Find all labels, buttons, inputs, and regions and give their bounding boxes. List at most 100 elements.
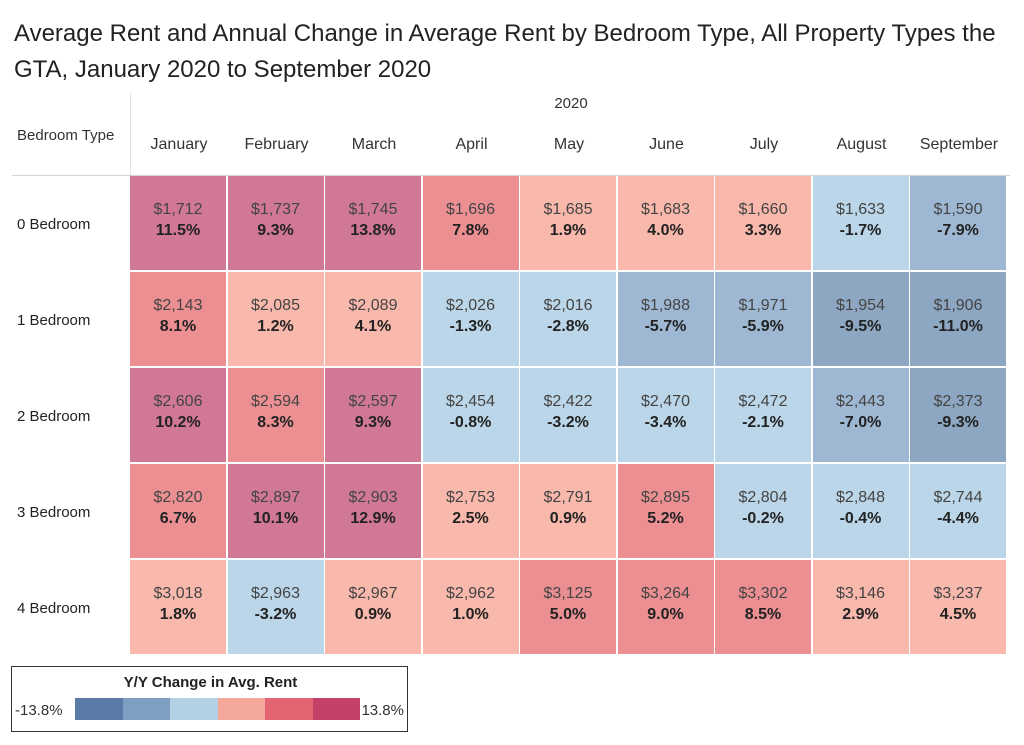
cell-rent-value: $2,753 bbox=[446, 489, 495, 506]
cell-rent-value: $2,016 bbox=[543, 297, 593, 314]
legend-max-label: 13.8% bbox=[361, 702, 404, 719]
heatmap-cell: $3,125 5.0% bbox=[520, 560, 617, 655]
cell-change-value: -9.5% bbox=[839, 318, 882, 335]
cell-rent-value: $2,895 bbox=[641, 489, 690, 506]
header-rule bbox=[12, 175, 1010, 176]
legend-swatch bbox=[265, 698, 313, 720]
cell-rent-value: $1,685 bbox=[543, 201, 593, 218]
cell-change-value: -0.8% bbox=[449, 414, 492, 431]
cell-change-value: 4.5% bbox=[939, 606, 977, 623]
cell-change-value: -4.4% bbox=[937, 510, 979, 527]
cell-change-value: -0.4% bbox=[839, 510, 882, 527]
cell-rent-value: $2,472 bbox=[738, 393, 788, 410]
cell-rent-value: $3,264 bbox=[641, 585, 690, 602]
cell-rent-value: $2,470 bbox=[641, 393, 690, 410]
cell-rent-value: $2,804 bbox=[738, 489, 788, 506]
cell-change-value: -7.9% bbox=[937, 222, 979, 239]
column-header-january: January bbox=[150, 136, 208, 153]
heatmap-cell: $1,633 -1.7% bbox=[812, 176, 910, 271]
heatmap-cell: $1,906 -11.0% bbox=[910, 272, 1007, 367]
cell-rent-value: $1,971 bbox=[738, 297, 788, 314]
cell-rent-value: $2,143 bbox=[153, 297, 203, 314]
legend-swatch bbox=[312, 698, 360, 720]
heatmap-cell: $2,848 -0.4% bbox=[812, 464, 910, 559]
heatmap-cell: $1,660 3.3% bbox=[715, 176, 812, 271]
heatmap-cell: $2,791 0.9% bbox=[520, 464, 617, 559]
cell-rent-value: $1,590 bbox=[933, 201, 983, 218]
cell-change-value: 1.9% bbox=[549, 222, 587, 239]
cell-rent-value: $1,712 bbox=[153, 201, 203, 218]
cell-change-value: 12.9% bbox=[350, 510, 396, 527]
heatmap-cell: $3,264 9.0% bbox=[617, 560, 715, 655]
cell-change-value: -5.7% bbox=[644, 318, 687, 335]
heatmap-cell: $2,804 -0.2% bbox=[715, 464, 812, 559]
heatmap-cell: $2,454 -0.8% bbox=[422, 368, 520, 463]
heatmap-cell: $1,683 4.0% bbox=[617, 176, 715, 271]
cell-change-value: 8.1% bbox=[159, 318, 197, 335]
cell-rent-value: $1,954 bbox=[836, 297, 885, 314]
cell-rent-value: $2,962 bbox=[446, 585, 495, 602]
cell-change-value: 8.5% bbox=[744, 606, 782, 623]
heatmap-cell: $2,143 8.1% bbox=[130, 272, 227, 367]
cell-change-value: -11.0% bbox=[933, 318, 983, 335]
legend-swatch bbox=[122, 698, 170, 720]
heatmap-cell: $2,967 0.9% bbox=[325, 560, 422, 655]
cell-rent-value: $2,744 bbox=[933, 489, 983, 506]
heatmap-cell: $2,962 1.0% bbox=[422, 560, 520, 655]
cell-rent-value: $2,089 bbox=[348, 297, 398, 314]
row-label: 1 Bedroom bbox=[17, 312, 91, 329]
cell-change-value: 4.0% bbox=[647, 222, 684, 239]
column-group-header: 2020 bbox=[554, 95, 588, 112]
cell-change-value: -2.1% bbox=[742, 414, 784, 431]
heatmap-cell: $2,606 10.2% bbox=[130, 368, 227, 463]
legend-title: Y/Y Change in Avg. Rent bbox=[123, 674, 298, 691]
heatmap-cell: $2,472 -2.1% bbox=[715, 368, 812, 463]
heatmap-cell: $2,016 -2.8% bbox=[520, 272, 617, 367]
legend-swatch bbox=[170, 698, 218, 720]
cell-change-value: 2.9% bbox=[842, 606, 879, 623]
column-header-august: August bbox=[836, 136, 887, 153]
cell-rent-value: $3,125 bbox=[543, 585, 593, 602]
heatmap-cell: $2,470 -3.4% bbox=[617, 368, 715, 463]
heatmap-cell: $2,373 -9.3% bbox=[910, 368, 1007, 463]
heatmap-cell: $2,963 -3.2% bbox=[227, 560, 325, 655]
cell-rent-value: $2,443 bbox=[836, 393, 885, 410]
cell-rent-value: $2,606 bbox=[153, 393, 203, 410]
cell-change-value: -1.3% bbox=[449, 318, 492, 335]
cell-rent-value: $3,237 bbox=[933, 585, 983, 602]
cell-rent-value: $1,906 bbox=[933, 297, 983, 314]
cell-change-value: 9.0% bbox=[647, 606, 684, 623]
heatmap-cell: $2,895 5.2% bbox=[617, 464, 715, 559]
cell-rent-value: $2,026 bbox=[446, 297, 495, 314]
column-header-june: June bbox=[649, 136, 684, 153]
cell-change-value: 10.2% bbox=[155, 414, 201, 431]
heatmap-cell: $3,146 2.9% bbox=[812, 560, 910, 655]
row-label: 0 Bedroom bbox=[17, 216, 91, 233]
chart-title: Average Rent and Annual Change in Averag… bbox=[14, 20, 996, 83]
heatmap-cell: $1,590 -7.9% bbox=[910, 176, 1007, 271]
column-header-march: March bbox=[351, 136, 397, 153]
cell-rent-value: $2,085 bbox=[251, 297, 300, 314]
cell-change-value: 7.8% bbox=[452, 222, 489, 239]
cell-rent-value: $2,594 bbox=[251, 393, 300, 410]
heatmap-cell: $2,897 10.1% bbox=[227, 464, 325, 559]
cell-change-value: 1.2% bbox=[257, 318, 294, 335]
cell-rent-value: $2,848 bbox=[836, 489, 885, 506]
cell-change-value: -5.9% bbox=[742, 318, 784, 335]
cell-change-value: -3.2% bbox=[254, 606, 297, 623]
cell-change-value: -0.2% bbox=[742, 510, 784, 527]
cell-rent-value: $2,791 bbox=[543, 489, 593, 506]
cell-rent-value: $2,963 bbox=[251, 585, 300, 602]
heatmap-cell: $1,696 7.8% bbox=[422, 176, 520, 271]
heatmap-cell: $3,237 4.5% bbox=[910, 560, 1007, 655]
cell-rent-value: $2,597 bbox=[348, 393, 398, 410]
cell-rent-value: $1,737 bbox=[251, 201, 300, 218]
cell-change-value: 5.2% bbox=[647, 510, 684, 527]
heatmap-cell: $2,085 1.2% bbox=[227, 272, 325, 367]
cell-rent-value: $2,373 bbox=[933, 393, 983, 410]
heatmap-cell: $1,712 11.5% bbox=[130, 176, 227, 271]
cell-change-value: 1.8% bbox=[159, 606, 197, 623]
cell-change-value: -2.8% bbox=[547, 318, 589, 335]
cell-rent-value: $1,745 bbox=[348, 201, 398, 218]
row-label: 2 Bedroom bbox=[17, 408, 91, 425]
